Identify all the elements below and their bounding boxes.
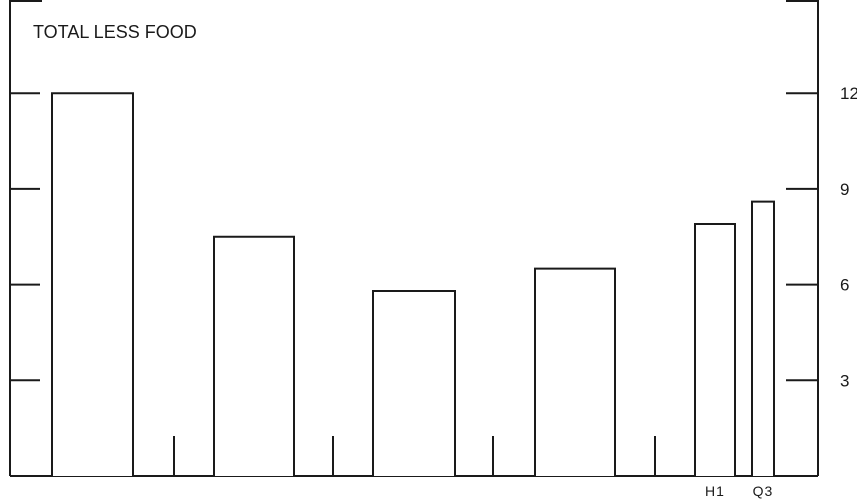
bar xyxy=(372,289,456,476)
bar xyxy=(213,235,295,476)
y-tick-label: 9 xyxy=(840,180,849,199)
y-tick-label: 12 xyxy=(840,84,857,103)
category-labels: H1 Q3 xyxy=(705,483,774,499)
bar xyxy=(751,200,775,476)
y-tick-label: 3 xyxy=(840,371,849,390)
bar xyxy=(51,92,134,476)
period-separators xyxy=(173,436,656,476)
bars xyxy=(51,92,775,476)
y-axis-ticks: 3 6 9 12 xyxy=(10,84,857,390)
y-tick-label: 6 xyxy=(840,276,849,295)
chart-title: TOTAL LESS FOOD xyxy=(33,22,197,42)
category-label: Q3 xyxy=(753,483,774,499)
category-label: H1 xyxy=(705,483,725,499)
bar xyxy=(694,222,736,476)
bar xyxy=(534,267,616,476)
